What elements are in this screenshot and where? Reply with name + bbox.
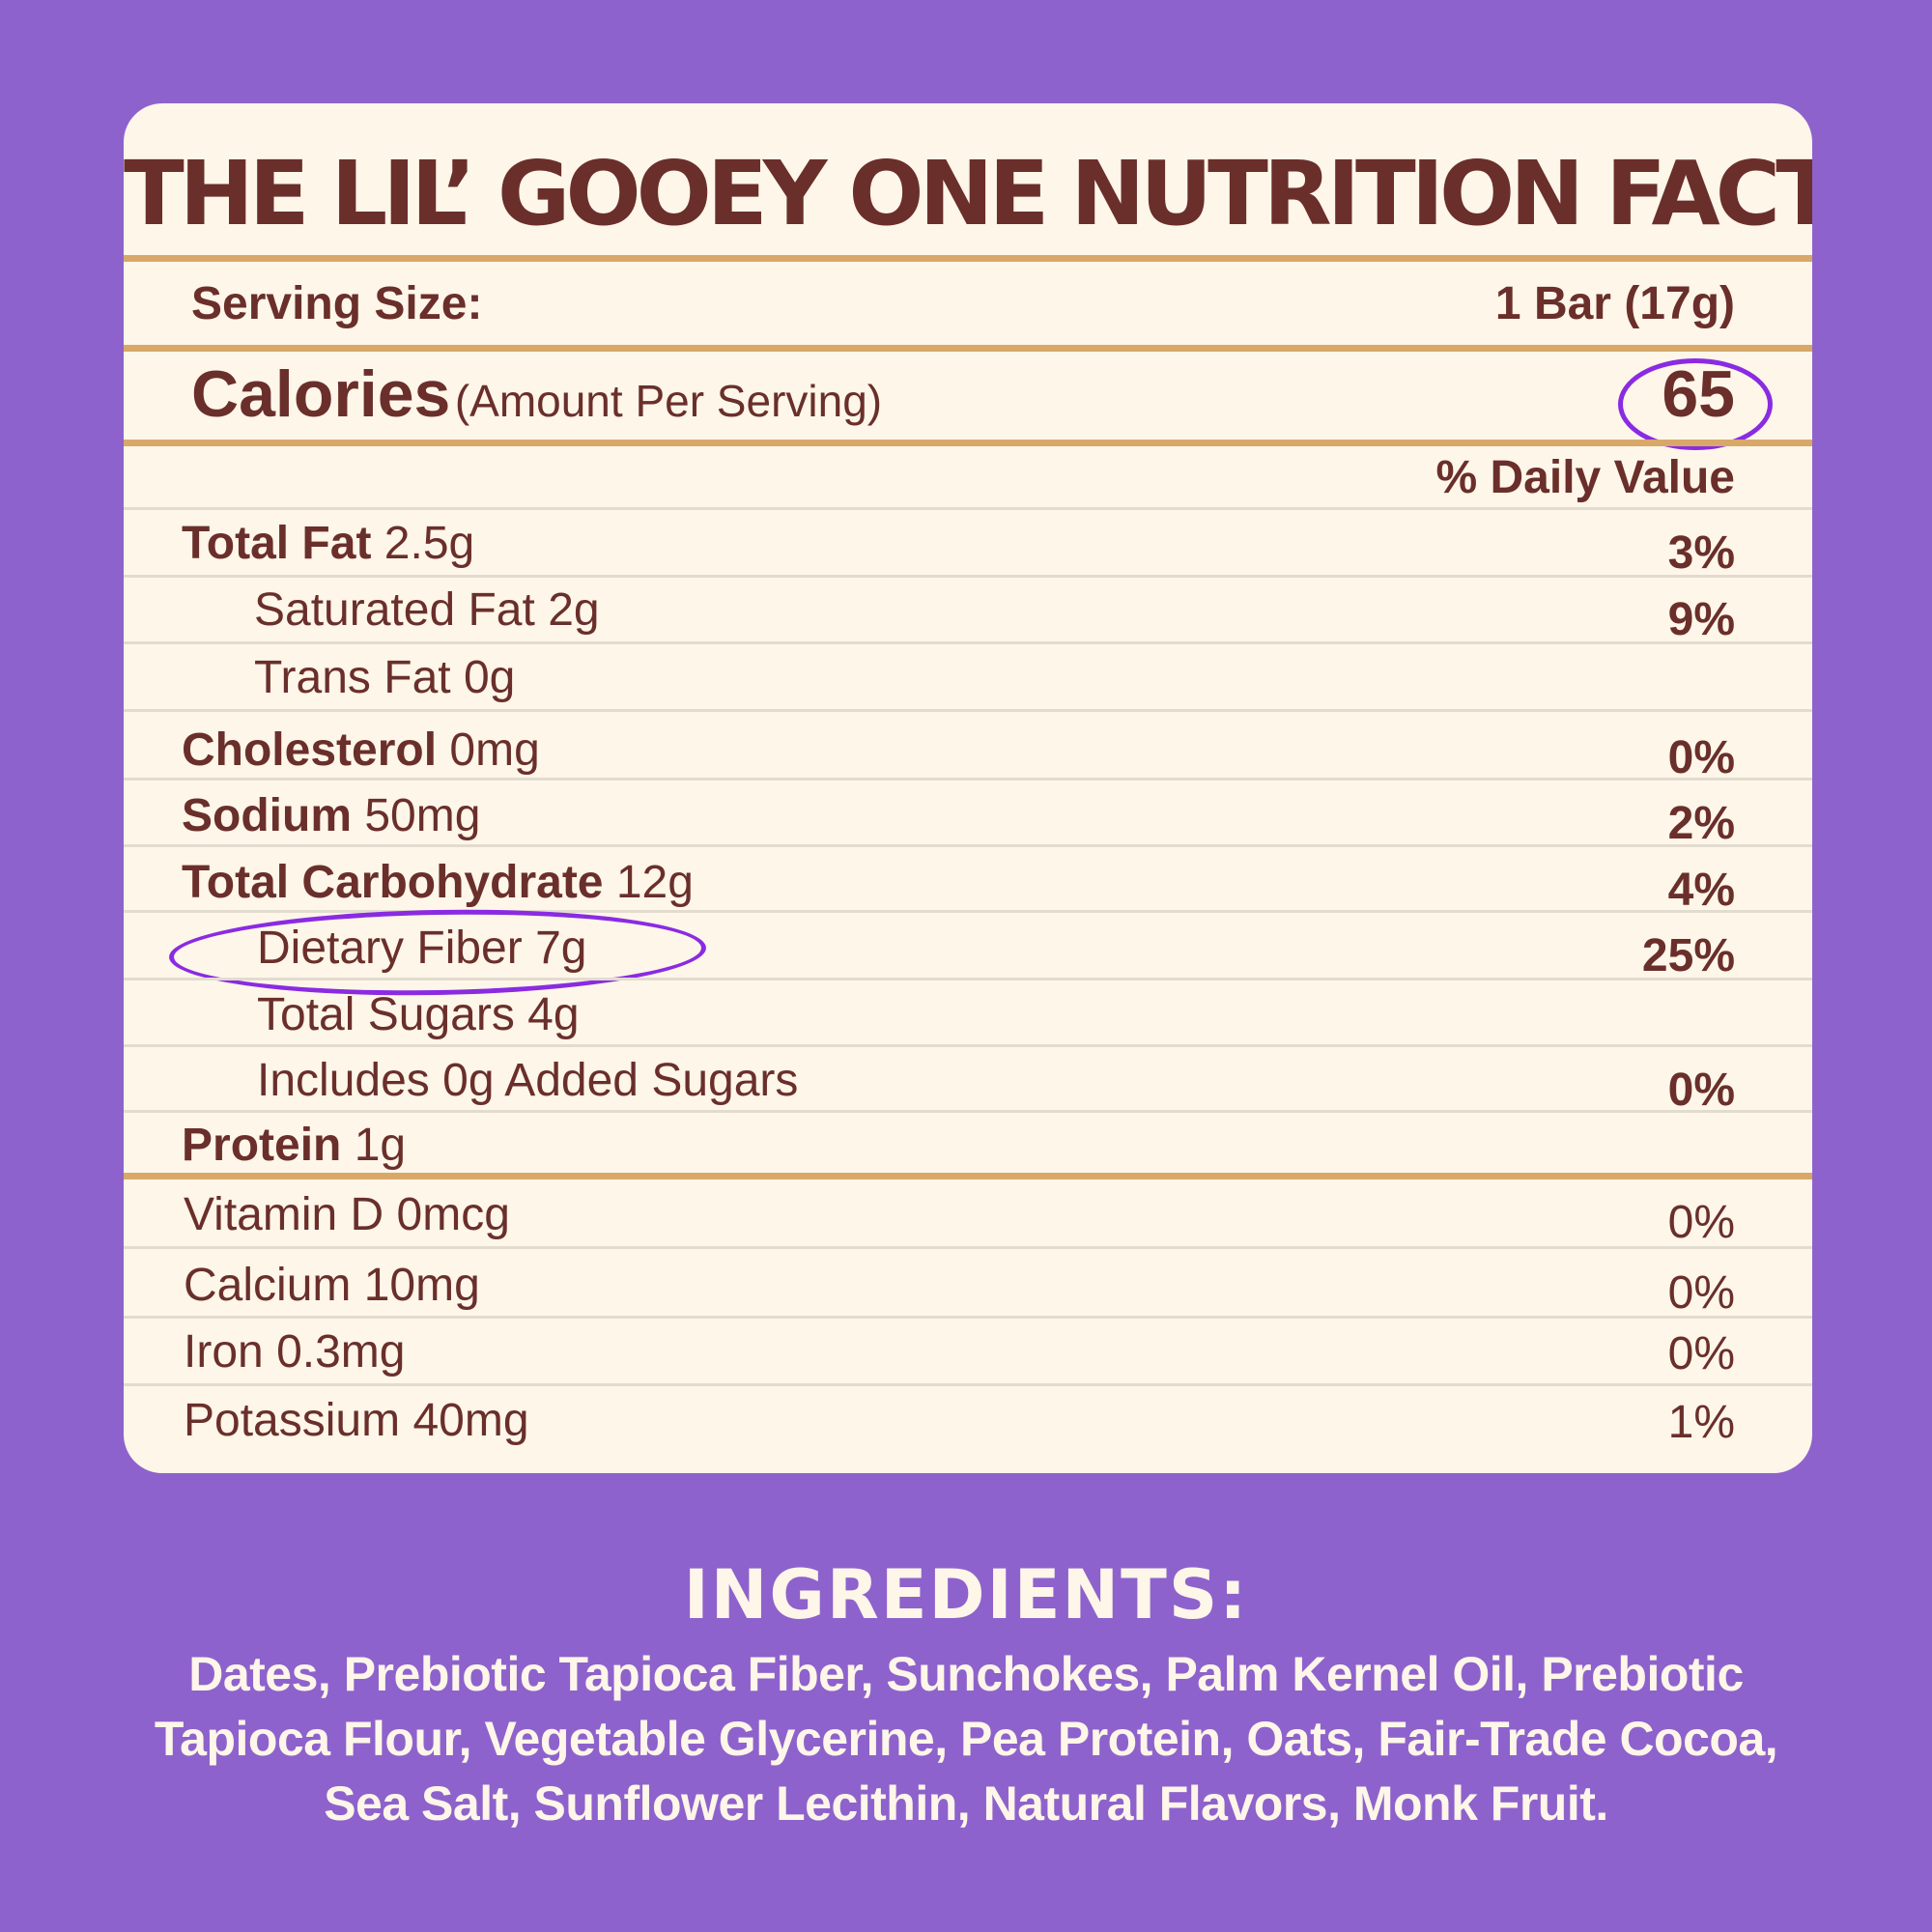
nutrient-amount: 1g: [354, 1120, 407, 1171]
vitamin-dv: 0%: [1667, 1328, 1735, 1379]
vitamin-dv: 1%: [1667, 1397, 1735, 1448]
divider: [124, 1044, 1812, 1047]
divider: [124, 778, 1812, 781]
vitamin-amount: 40mg: [412, 1395, 529, 1446]
fiber-highlight-circle: [168, 905, 707, 1000]
divider: [124, 1173, 1812, 1179]
nutrient-dv: 25%: [1641, 930, 1735, 981]
nutrition-title: THE LIL’ GOOEY ONE NUTRITION FACTS: [124, 142, 1812, 245]
nutrient-name: Total Sugars: [257, 989, 515, 1040]
daily-value-header: % Daily Value: [1435, 452, 1736, 503]
nutrient-name: Total Carbohydrate: [182, 857, 604, 908]
serving-size-value: 1 Bar (17g): [1494, 278, 1735, 329]
nutrient-name: Total Fat: [182, 518, 372, 569]
nutrient-dv: 0%: [1667, 1065, 1735, 1116]
nutrient-dv: 4%: [1667, 865, 1735, 916]
divider: [124, 1316, 1812, 1319]
nutrient-name: Dietary Fiber: [257, 923, 523, 974]
nutrient-dv: 9%: [1667, 594, 1735, 645]
nutrient-amount: 7g: [535, 923, 587, 974]
nutrition-facts-card: THE LIL’ GOOEY ONE NUTRITION FACTS Servi…: [124, 103, 1812, 1473]
nutrient-amount: 12g: [615, 857, 694, 908]
divider: [124, 1246, 1812, 1249]
ingredients-list: Dates, Prebiotic Tapioca Fiber, Sunchoke…: [154, 1647, 1778, 1831]
divider: [124, 978, 1812, 980]
nutrient-name: Sodium: [182, 790, 352, 841]
divider: [124, 1383, 1812, 1386]
nutrient-amount: 2.5g: [384, 518, 475, 569]
divider: [124, 507, 1812, 510]
vitamin-amount: 0mcg: [396, 1189, 510, 1240]
nutrient-name: Saturated Fat: [254, 584, 535, 636]
nutrient-name: Protein: [182, 1120, 342, 1171]
nutrient-dv: 0%: [1667, 732, 1735, 783]
vitamin-dv: 0%: [1667, 1267, 1735, 1319]
divider: [124, 255, 1812, 262]
calories-highlight-circle: [1618, 358, 1773, 450]
calories-label: Calories: [191, 357, 451, 431]
nutrient-amount: 0g: [463, 652, 516, 703]
nutrient-amount: 50mg: [364, 790, 481, 841]
divider: [124, 440, 1812, 446]
vitamin-amount: 0.3mg: [276, 1326, 406, 1378]
divider: [124, 575, 1812, 578]
vitamin-name: Iron: [184, 1326, 264, 1378]
vitamin-name: Vitamin D: [184, 1189, 384, 1240]
vitamin-name: Potassium: [184, 1395, 401, 1446]
vitamin-amount: 10mg: [363, 1260, 480, 1311]
nutrient-name: Cholesterol: [182, 724, 438, 776]
divider: [124, 641, 1812, 644]
divider: [124, 910, 1812, 913]
nutrient-dv: 2%: [1667, 798, 1735, 849]
nutrient-amount: 2g: [548, 584, 600, 636]
nutrient-dv: 3%: [1667, 527, 1735, 579]
divider: [124, 709, 1812, 712]
ingredients-title: INGREDIENTS:: [683, 1555, 1249, 1634]
nutrient-amount: 0mg: [449, 724, 540, 776]
divider: [124, 345, 1812, 352]
nutrient-amount: 4g: [527, 989, 580, 1040]
calories-subtitle: (Amount Per Serving): [454, 376, 883, 426]
vitamin-dv: 0%: [1667, 1197, 1735, 1248]
nutrient-name: Trans Fat: [254, 652, 451, 703]
divider: [124, 1110, 1812, 1113]
nutrient-name: Includes 0g Added Sugars: [257, 1055, 799, 1106]
divider: [124, 844, 1812, 847]
vitamin-name: Calcium: [184, 1260, 352, 1311]
serving-size-label: Serving Size:: [191, 278, 483, 329]
